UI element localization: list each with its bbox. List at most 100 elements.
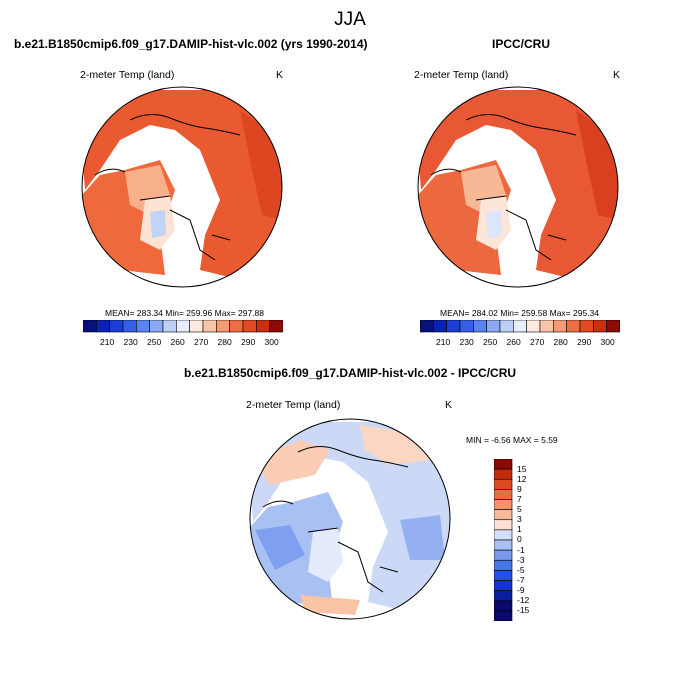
colorbar-tick-label: 270	[194, 337, 209, 347]
colorbar-tick-label: 210	[100, 337, 115, 347]
colorbar-tick-label: 7	[517, 493, 522, 504]
colorbar-swatch	[494, 580, 513, 591]
panel-1-map	[81, 86, 283, 288]
colorbar-swatch	[553, 320, 567, 333]
colorbar-swatch	[486, 320, 501, 333]
colorbar-tick-label: -1	[517, 544, 525, 555]
colorbar-swatch	[494, 489, 513, 500]
colorbar-swatch	[202, 320, 217, 333]
coastline	[94, 114, 241, 261]
colorbar-swatch	[162, 320, 177, 333]
colorbar-tick-label: 230	[123, 337, 138, 347]
land-greenland	[308, 527, 343, 582]
land-cold-patch	[255, 525, 305, 570]
colorbar-tick-label: 290	[241, 337, 256, 347]
panel-2-units: K	[613, 69, 621, 81]
colorbar-tick-label: 1	[517, 524, 522, 535]
colorbar-tick-label: 3	[517, 514, 522, 525]
colorbar-tick-label: 300	[264, 337, 279, 347]
land-greenland-core	[486, 210, 502, 238]
panel-3-map	[249, 418, 451, 620]
colorbar-swatch	[539, 320, 554, 333]
colorbar-tick-label: 260	[506, 337, 521, 347]
colorbar-swatch	[136, 320, 150, 333]
panel-2-colorbar	[420, 320, 620, 333]
land-warm-patch	[255, 440, 330, 485]
colorbar-swatch	[606, 320, 620, 333]
colorbar-swatch	[420, 320, 434, 333]
colorbar-tick-label: 15	[517, 463, 527, 474]
colorbar-swatch	[229, 320, 244, 333]
colorbar-swatch	[593, 320, 607, 333]
colorbar-swatch	[513, 320, 527, 333]
land-eurasia	[82, 90, 282, 282]
panel-1-units: K	[276, 69, 284, 81]
land-eurasia	[418, 90, 618, 282]
colorbar-tick-label: 260	[170, 337, 185, 347]
colorbar-swatch	[526, 320, 541, 333]
panel-2-map	[417, 86, 619, 288]
colorbar-swatch	[446, 320, 461, 333]
colorbar-tick-label: 230	[459, 337, 474, 347]
colorbar-swatch	[473, 320, 487, 333]
colorbar-swatch	[96, 320, 110, 333]
panel-1-case-title: b.e21.B1850cmip6.f09_g17.DAMIP-hist-vlc.…	[14, 37, 368, 51]
figure-title: JJA	[334, 9, 366, 30]
panel-2-case-title: IPCC/CRU	[492, 37, 551, 51]
colorbar-swatch	[494, 539, 513, 551]
colorbar-tick-label: 290	[577, 337, 592, 347]
panel-3-variable-label: 2-meter Temp (land)	[246, 399, 341, 411]
colorbar-tick-label: -9	[517, 585, 525, 596]
panel-3-stats: MIN = -6.56 MAX = 5.59	[466, 435, 558, 445]
colorbar-swatch	[216, 320, 230, 333]
land-warm-patch	[300, 595, 360, 615]
colorbar-swatch	[242, 320, 257, 333]
colorbar-swatch	[122, 320, 137, 333]
panel-2-variable-label: 2-meter Temp (land)	[414, 69, 509, 81]
panel-1-colorbar	[83, 320, 283, 333]
colorbar-tick-label: 280	[553, 337, 568, 347]
colorbar-tick-label: 5	[517, 504, 522, 515]
colorbar-tick-label: -7	[517, 574, 525, 585]
colorbar-swatch	[566, 320, 581, 333]
panel-2-stats: MEAN= 284.02 Min= 259.58 Max= 295.34	[440, 308, 600, 318]
colorbar-tick-label: -3	[517, 554, 525, 565]
colorbar-swatch	[494, 529, 513, 541]
land-eurasia	[250, 422, 450, 614]
colorbar-tick-label: 280	[217, 337, 232, 347]
colorbar-swatch	[494, 559, 513, 571]
colorbar-tick-label: 250	[147, 337, 162, 347]
colorbar-tick-label: 210	[436, 337, 451, 347]
colorbar-tick-label: -15	[517, 605, 530, 616]
colorbar-swatch	[494, 519, 513, 531]
colorbar-swatch	[494, 600, 513, 612]
land-cold-patch	[400, 515, 445, 560]
colorbar-swatch	[269, 320, 283, 333]
colorbar-swatch	[494, 509, 513, 521]
land-greenland-core	[150, 210, 166, 238]
colorbar-swatch	[499, 320, 514, 333]
colorbar-tick-label: -12	[517, 595, 530, 606]
colorbar-swatch	[176, 320, 190, 333]
coastline	[430, 114, 577, 261]
colorbar-tick-label: 9	[517, 483, 522, 494]
colorbar-swatch	[494, 570, 513, 581]
colorbar-swatch	[256, 320, 270, 333]
colorbar-swatch	[494, 590, 513, 602]
colorbar-tick-label: 0	[517, 534, 522, 545]
colorbar-tick-label: -5	[517, 564, 525, 575]
colorbar-swatch	[149, 320, 164, 333]
panel-3-colorbar	[494, 459, 513, 621]
colorbar-tick-label: 270	[530, 337, 545, 347]
colorbar-swatch	[494, 478, 513, 490]
colorbar-swatch	[494, 459, 513, 470]
colorbar-swatch	[494, 610, 513, 621]
colorbar-swatch	[189, 320, 204, 333]
colorbar-swatch	[459, 320, 474, 333]
panel-1-stats: MEAN= 283.34 Min= 259.96 Max= 297.88	[105, 308, 265, 318]
coastline	[262, 446, 409, 593]
colorbar-tick-label: 12	[517, 473, 527, 484]
colorbar-swatch	[494, 499, 513, 510]
panel-3-case-title: b.e21.B1850cmip6.f09_g17.DAMIP-hist-vlc.…	[183, 366, 517, 380]
